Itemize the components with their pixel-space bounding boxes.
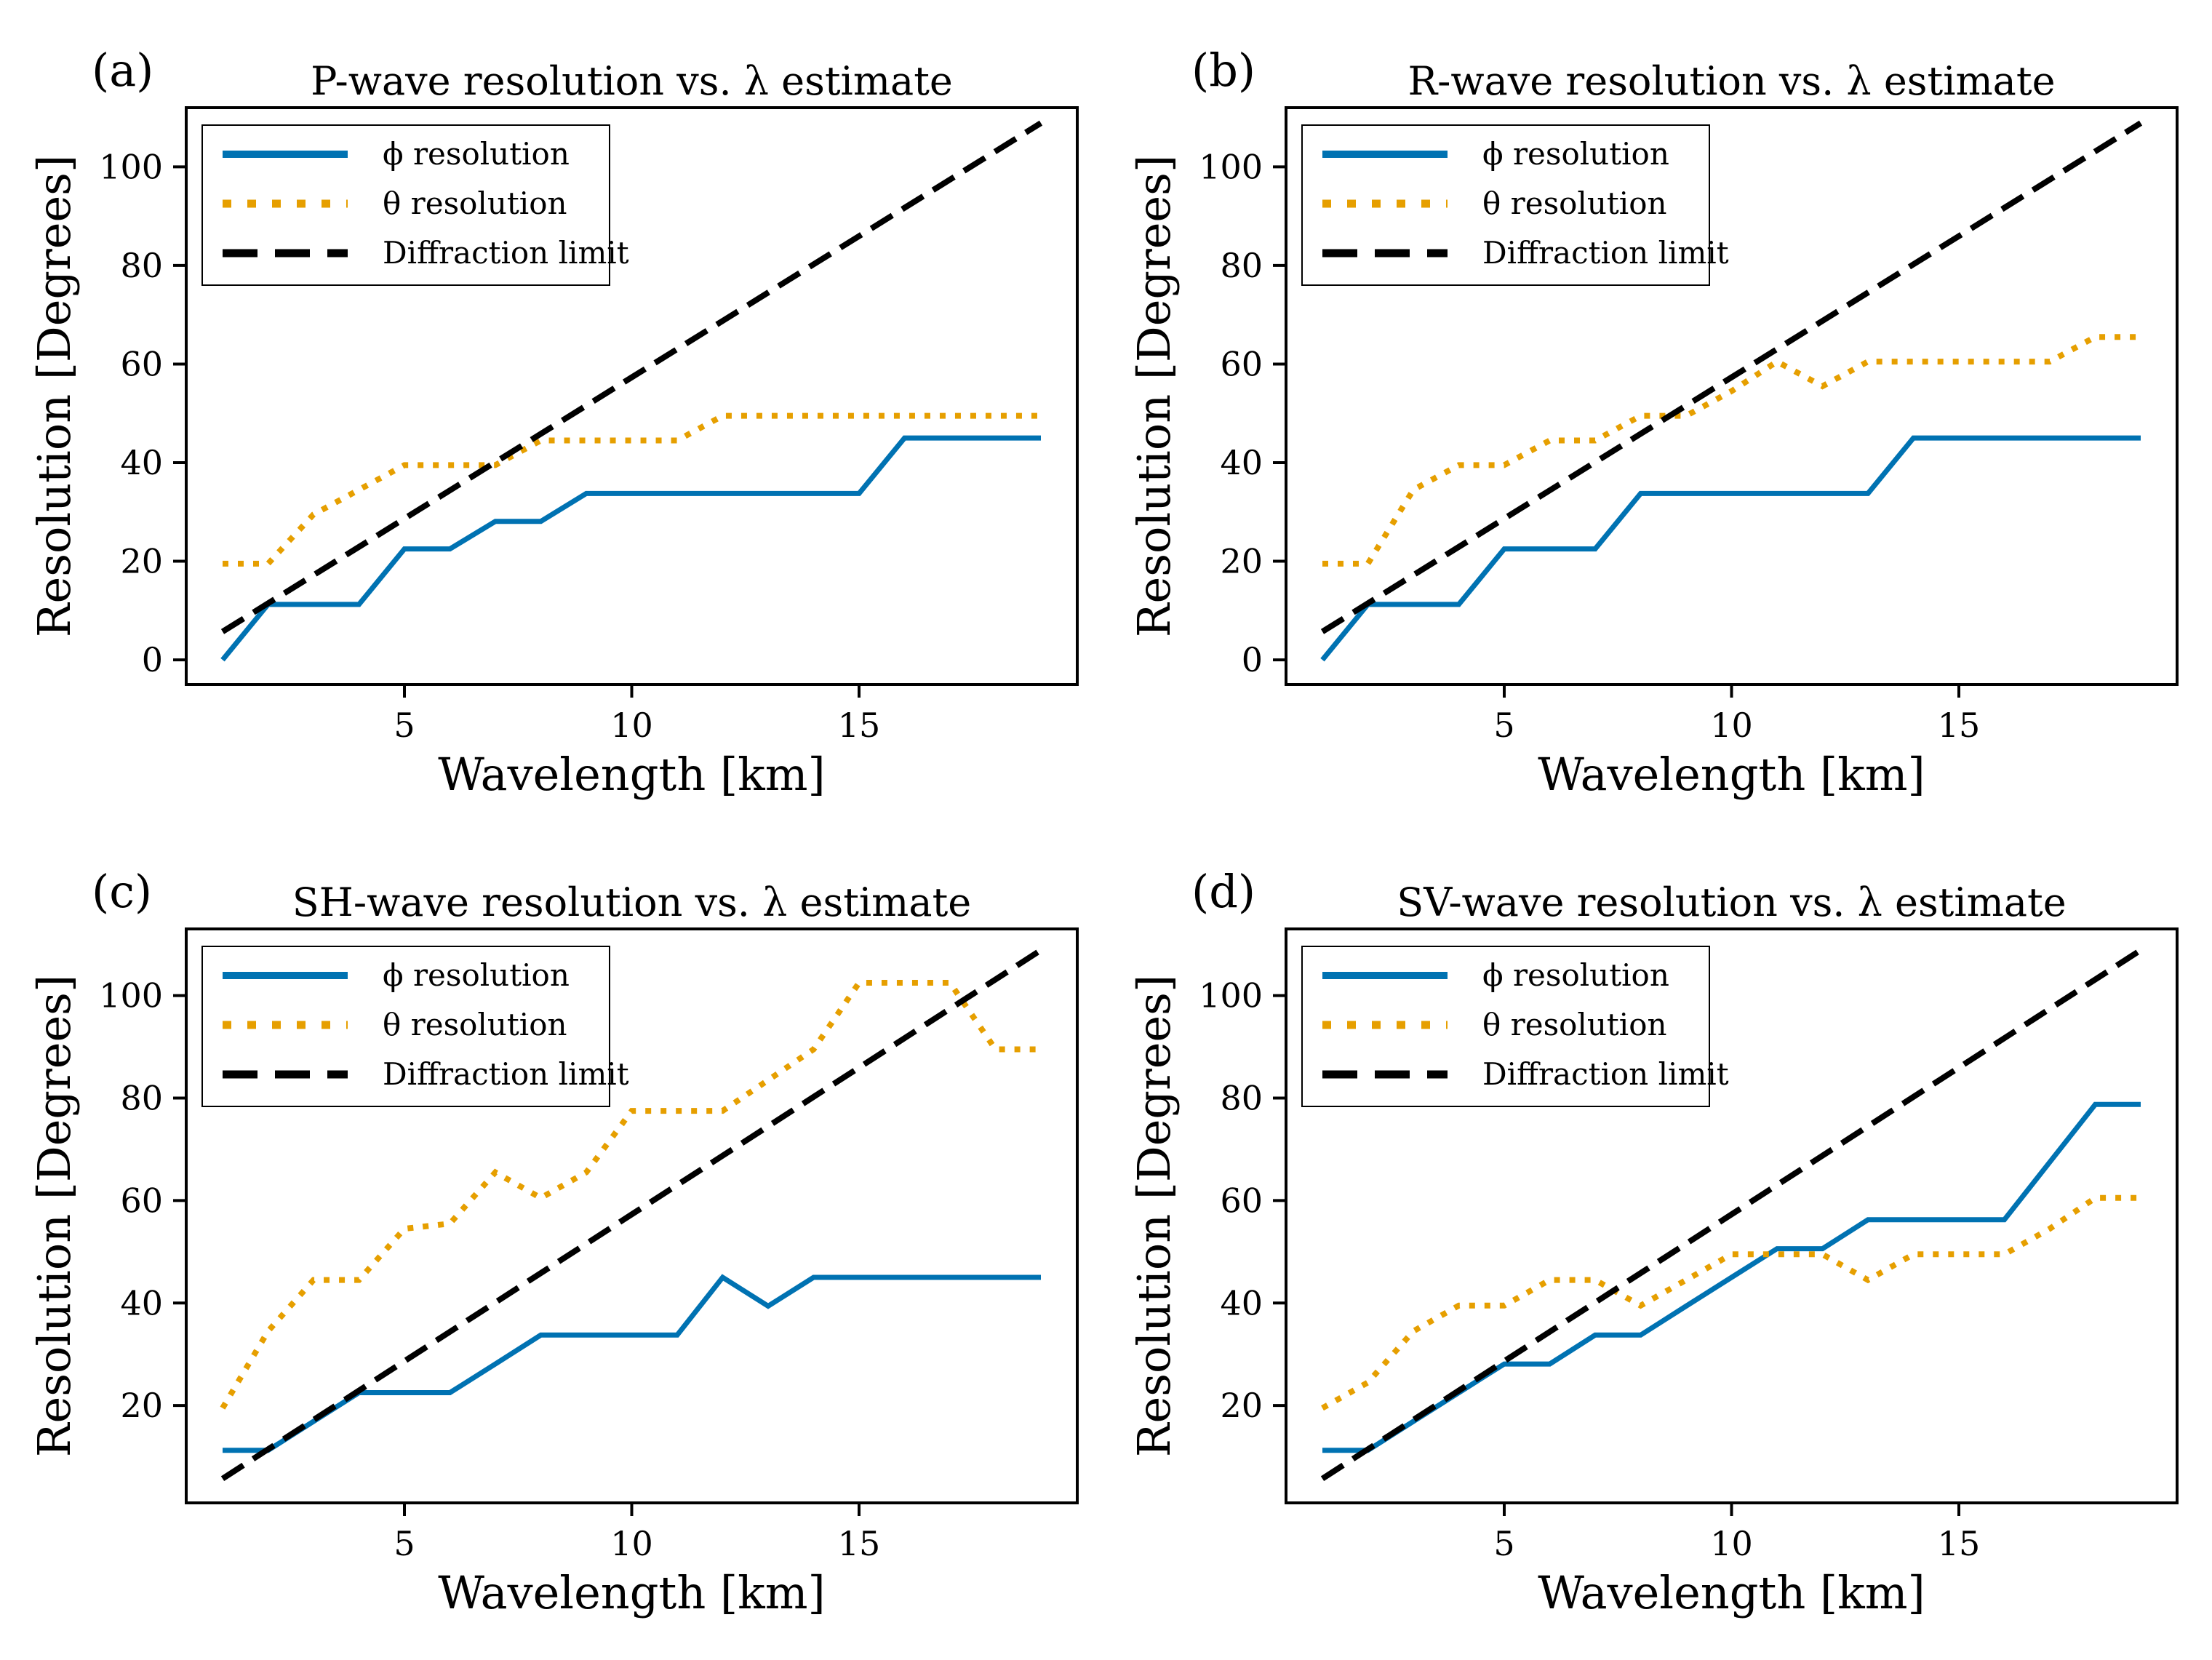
x-tick-label: 10 xyxy=(1710,1524,1753,1563)
y-tick-label: 60 xyxy=(1220,344,1263,383)
y-tick-label: 40 xyxy=(120,1283,163,1322)
y-tick-label: 80 xyxy=(120,246,163,285)
x-tick-label: 10 xyxy=(1710,706,1753,745)
y-axis-label: Resolution [Degrees] xyxy=(28,975,81,1457)
legend-label: ϕ resolution xyxy=(1482,957,1669,993)
x-axis-label: Wavelength [km] xyxy=(1538,748,1925,801)
series-line-phi xyxy=(1320,435,2141,662)
legend-label: Diffraction limit xyxy=(1482,1056,1729,1092)
series-line-limit xyxy=(1320,947,2143,1482)
y-tick-label: 80 xyxy=(1220,246,1263,285)
panel-title: P-wave resolution vs. λ estimate xyxy=(311,58,953,104)
x-axis-label: Wavelength [km] xyxy=(438,1566,825,1619)
y-tick-label: 60 xyxy=(120,344,163,383)
legend-label: ϕ resolution xyxy=(1482,136,1669,172)
y-tick-label: 100 xyxy=(99,976,163,1015)
y-tick-label: 40 xyxy=(120,443,163,482)
series-line-theta xyxy=(1322,334,2141,567)
y-tick-label: 100 xyxy=(1199,147,1263,186)
x-tick-label: 15 xyxy=(1938,706,1981,745)
legend-label: ϕ resolution xyxy=(383,136,570,172)
y-tick-label: 60 xyxy=(1220,1181,1263,1220)
panel-label: (b) xyxy=(1191,44,1255,97)
y-axis-label: Resolution [Degrees] xyxy=(1127,155,1181,637)
x-tick-label: 5 xyxy=(1493,706,1514,745)
panel-d: 5 10 15 20 40 60 80 100 Wavelength [km] Resolutio… xyxy=(1127,865,2179,1619)
series-line-theta xyxy=(220,980,1041,1410)
legend-label: Diffraction limit xyxy=(383,1056,629,1092)
y-tick-label: 100 xyxy=(1199,976,1263,1015)
series-line-phi xyxy=(220,435,1041,662)
panel-label: (c) xyxy=(92,865,152,918)
y-tick-label: 60 xyxy=(120,1181,163,1220)
series-line-theta xyxy=(1321,1194,2141,1411)
y-tick-label: 20 xyxy=(1220,1386,1263,1425)
x-axis-label: Wavelength [km] xyxy=(438,748,825,801)
legend-label: Diffraction limit xyxy=(383,235,629,271)
legend-label: θ resolution xyxy=(1482,185,1667,221)
panel-title: SH-wave resolution vs. λ estimate xyxy=(292,879,971,925)
x-tick-label: 15 xyxy=(1938,1524,1981,1563)
y-tick-label: 20 xyxy=(120,1386,163,1425)
x-tick-label: 5 xyxy=(394,1524,415,1563)
series-line-limit xyxy=(1320,120,2143,634)
y-tick-label: 20 xyxy=(120,542,163,581)
y-tick-label: 80 xyxy=(1220,1078,1263,1117)
y-tick-label: 0 xyxy=(1242,640,1263,679)
x-tick-label: 15 xyxy=(838,1524,881,1563)
x-tick-label: 5 xyxy=(394,706,415,745)
y-tick-label: 0 xyxy=(142,640,163,679)
y-tick-label: 80 xyxy=(120,1078,163,1117)
panel-title: R-wave resolution vs. λ estimate xyxy=(1408,58,2055,104)
y-axis-label: Resolution [Degrees] xyxy=(28,155,81,637)
panel-c: 5 10 15 20 40 60 80 100 Wavelength [km] Resolutio… xyxy=(28,865,1079,1619)
x-tick-label: 10 xyxy=(610,706,653,745)
legend: ϕ resolution θ resolution Diffraction limi… xyxy=(1301,124,1729,286)
panel-a: 5 10 15 0 20 40 60 80 100 Wavelength [km] Resoluti… xyxy=(28,44,1079,801)
panel-label: (a) xyxy=(92,44,153,97)
y-tick-label: 20 xyxy=(1220,542,1263,581)
panel-title: SV-wave resolution vs. λ estimate xyxy=(1397,879,2066,925)
legend-label: Diffraction limit xyxy=(1482,235,1729,271)
x-tick-label: 15 xyxy=(838,706,881,745)
legend-label: θ resolution xyxy=(383,185,567,221)
legend-label: θ resolution xyxy=(383,1007,567,1042)
y-tick-label: 40 xyxy=(1220,1283,1263,1322)
panel-label: (d) xyxy=(1191,865,1255,918)
legend-label: ϕ resolution xyxy=(383,957,570,993)
y-axis-label: Resolution [Degrees] xyxy=(1127,975,1181,1457)
legend: ϕ resolution θ resolution Diffraction limi… xyxy=(201,124,629,286)
y-tick-label: 40 xyxy=(1220,443,1263,482)
panel-b: 5 10 15 0 20 40 60 80 100 Wavelength [km] Resoluti… xyxy=(1127,44,2179,801)
series-line-limit xyxy=(220,947,1043,1482)
x-tick-label: 5 xyxy=(1493,1524,1514,1563)
x-axis-label: Wavelength [km] xyxy=(1538,1566,1925,1619)
series-line-limit xyxy=(220,120,1043,634)
legend: ϕ resolution θ resolution Diffraction limi… xyxy=(201,946,629,1107)
legend-label: θ resolution xyxy=(1482,1007,1667,1042)
series-line-phi xyxy=(223,1274,1041,1453)
y-tick-label: 100 xyxy=(99,147,163,186)
x-tick-label: 10 xyxy=(610,1524,653,1563)
legend: ϕ resolution θ resolution Diffraction limi… xyxy=(1301,946,1729,1107)
